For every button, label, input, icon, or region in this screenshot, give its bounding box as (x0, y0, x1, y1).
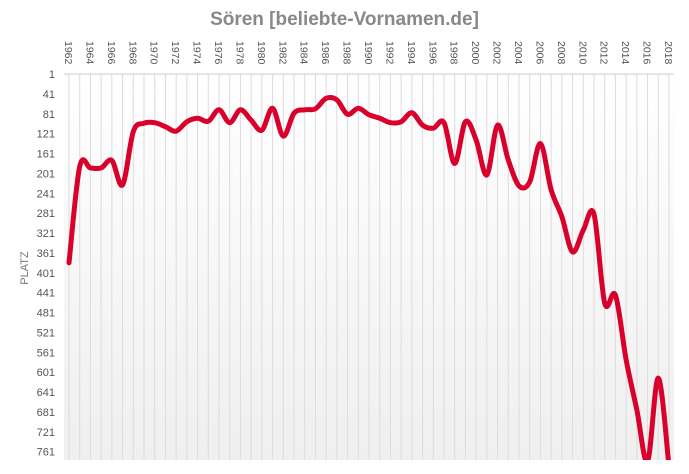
y-tick-label: 361 (37, 248, 55, 260)
y-tick-label: 401 (37, 268, 55, 280)
x-tick-label: 2014 (619, 41, 631, 65)
y-tick-label: 641 (37, 387, 55, 399)
x-tick-label: 1980 (255, 41, 267, 65)
x-tick-label: 1976 (212, 41, 224, 65)
x-tick-label: 1966 (105, 41, 117, 65)
x-tick-label: 2010 (576, 41, 588, 65)
x-tick-label: 2018 (662, 41, 674, 65)
x-tick-label: 1972 (169, 41, 181, 65)
chart-title: Sören [beliebte-Vornamen.de] (210, 9, 479, 30)
y-tick-label: 161 (37, 149, 55, 161)
y-tick-label: 41 (43, 89, 55, 101)
x-tick-label: 2002 (491, 41, 503, 65)
y-tick-label: 561 (37, 347, 55, 359)
x-tick-label: 2006 (533, 41, 545, 65)
y-tick-label: 681 (37, 407, 55, 419)
x-tick-label: 1996 (426, 41, 438, 65)
y-tick-label: 81 (43, 109, 55, 121)
x-tick-label: 2004 (512, 41, 524, 65)
y-tick-label: 481 (37, 308, 55, 320)
x-tick-label: 1986 (319, 41, 331, 65)
y-tick-label: 521 (37, 327, 55, 339)
x-tick-label: 1968 (126, 41, 138, 65)
x-tick-label: 1964 (83, 41, 95, 65)
y-tick-label: 281 (37, 208, 55, 220)
x-tick-label: 1992 (383, 41, 395, 65)
y-tick-label: 241 (37, 188, 55, 200)
x-tick-label: 1984 (298, 41, 310, 65)
x-tick-label: 1974 (191, 41, 203, 65)
y-tick-label: 441 (37, 288, 55, 300)
y-tick-label: 121 (37, 129, 55, 141)
y-tick-label: 321 (37, 228, 55, 240)
x-tick-label: 2012 (598, 41, 610, 65)
series-line (66, 94, 671, 460)
x-tick-label: 1990 (362, 41, 374, 65)
x-tick-label: 1988 (341, 41, 353, 65)
x-tick-label: 2000 (469, 41, 481, 65)
y-tick-label: 601 (37, 367, 55, 379)
x-tick-label: 2016 (641, 41, 653, 65)
x-tick-label: 1994 (405, 41, 417, 65)
y-tick-label: 1 (49, 69, 55, 81)
x-tick-label: 1978 (233, 41, 245, 65)
x-tick-label: 2008 (555, 41, 567, 65)
y-axis-label: PLATZ (19, 251, 31, 285)
x-tick-label: 1998 (448, 41, 460, 65)
x-tick-label: 1970 (148, 41, 160, 65)
x-tick-label: 1982 (276, 41, 288, 65)
y-tick-label: 761 (37, 447, 55, 459)
y-tick-label: 721 (37, 427, 55, 439)
x-tick-label: 1962 (62, 41, 74, 65)
y-tick-label: 201 (37, 168, 55, 180)
